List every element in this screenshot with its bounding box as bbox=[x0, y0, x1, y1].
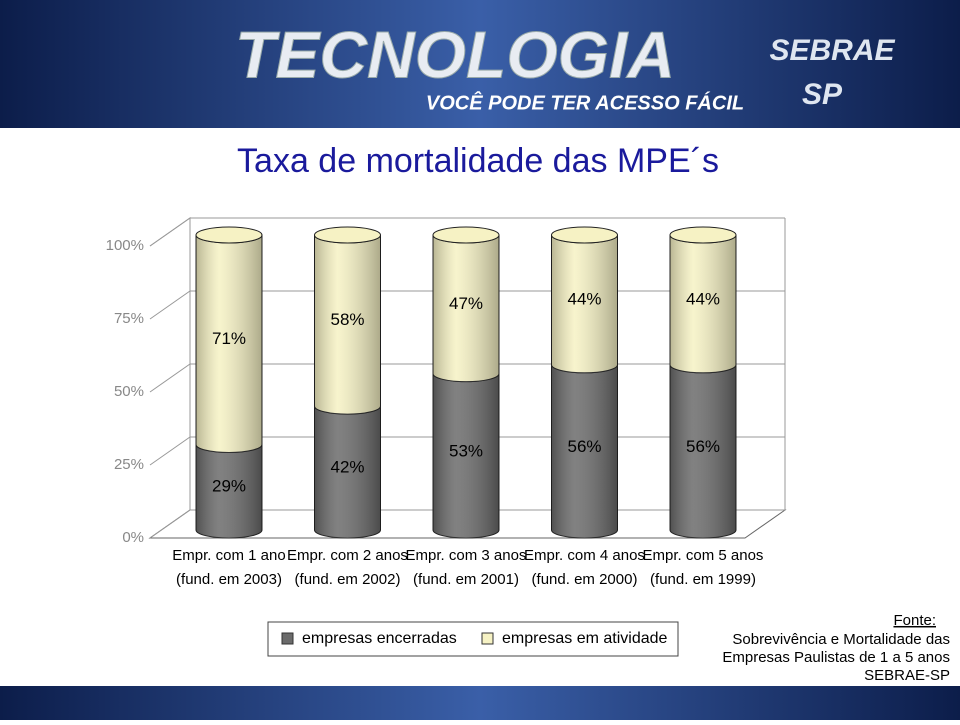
header-tagline: VOCÊ PODE TER ACESSO FÁCIL bbox=[426, 90, 744, 114]
data-label: 53% bbox=[449, 441, 483, 460]
legend bbox=[267, 621, 679, 657]
bar-top bbox=[432, 226, 500, 244]
footer-banner bbox=[0, 686, 960, 720]
data-label: 56% bbox=[686, 437, 720, 456]
x-tick-label: Empr. com 5 anos bbox=[643, 547, 764, 564]
source-line: Sobrevivência e Mortalidade das bbox=[732, 631, 950, 648]
bar-shade bbox=[196, 444, 262, 538]
x-tick-label: Empr. com 1 ano bbox=[172, 547, 285, 564]
x-tick-label: (fund. em 2000) bbox=[532, 571, 638, 588]
y-tick-label: 50% bbox=[114, 383, 144, 400]
data-label: 44% bbox=[567, 289, 601, 308]
bar-shade bbox=[551, 364, 618, 538]
header-title: TECNOLOGIA bbox=[235, 17, 675, 91]
data-label: 29% bbox=[212, 477, 246, 496]
data-label: 47% bbox=[449, 294, 483, 313]
bar-top bbox=[314, 226, 381, 244]
y-tick-label: 100% bbox=[106, 237, 144, 254]
data-label: 71% bbox=[212, 329, 246, 348]
bar-shade bbox=[314, 406, 381, 538]
bar-shade bbox=[670, 235, 736, 373]
x-tick-label: Empr. com 3 anos bbox=[406, 547, 527, 564]
legend-label: empresas encerradas bbox=[302, 630, 457, 647]
y-tick-label: 25% bbox=[114, 456, 144, 473]
header-banner bbox=[0, 0, 960, 128]
bar-shade bbox=[670, 364, 736, 538]
data-label: 44% bbox=[686, 289, 720, 308]
bar-shade bbox=[433, 373, 499, 538]
brand-region: SP bbox=[802, 78, 843, 111]
data-label: 42% bbox=[330, 458, 364, 477]
legend-swatch bbox=[281, 632, 294, 645]
y-tick-label: 0% bbox=[122, 529, 144, 546]
bar-shade bbox=[196, 235, 262, 453]
bar-top bbox=[669, 226, 737, 244]
legend-swatch bbox=[481, 632, 494, 645]
x-tick-label: (fund. em 2001) bbox=[413, 571, 519, 588]
x-tick-label: (fund. em 1999) bbox=[650, 571, 756, 588]
y-tick-label: 75% bbox=[114, 310, 144, 327]
bar-shade bbox=[314, 235, 381, 415]
legend-label: empresas em atividade bbox=[502, 630, 668, 647]
bar-top bbox=[551, 226, 618, 244]
bar-top bbox=[195, 226, 263, 244]
source-line: Empresas Paulistas de 1 a 5 anos bbox=[722, 649, 950, 666]
x-tick-label: Empr. com 4 anos bbox=[524, 547, 645, 564]
bar-shade bbox=[433, 235, 499, 382]
source-heading: Fonte: bbox=[893, 612, 936, 629]
source-line: SEBRAE-SP bbox=[864, 667, 950, 684]
bar-shade bbox=[551, 235, 618, 373]
grid-line bbox=[149, 217, 785, 247]
brand: SEBRAE bbox=[769, 34, 895, 67]
x-tick-label: (fund. em 2003) bbox=[176, 571, 282, 588]
x-tick-label: (fund. em 2002) bbox=[295, 571, 401, 588]
x-tick-label: Empr. com 2 anos bbox=[287, 547, 408, 564]
data-label: 58% bbox=[330, 310, 364, 329]
data-label: 56% bbox=[567, 437, 601, 456]
chart-title: Taxa de mortalidade das MPE´s bbox=[237, 142, 719, 180]
